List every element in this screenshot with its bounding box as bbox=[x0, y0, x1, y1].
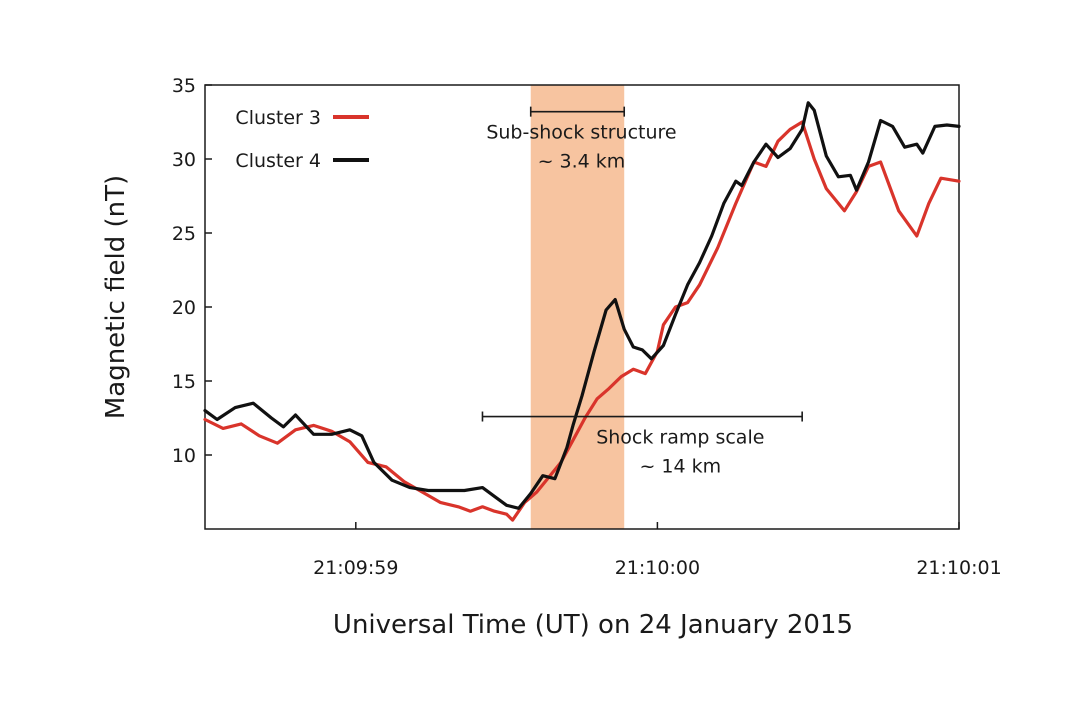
y-tick-label: 30 bbox=[172, 149, 196, 171]
shock-ramp-label-line: ~ 14 km bbox=[639, 456, 721, 478]
y-tick-label: 10 bbox=[172, 445, 196, 467]
sub-shock-label-line: ~ 3.4 km bbox=[538, 151, 626, 173]
shock-ramp-label-line: Shock ramp scale bbox=[596, 427, 764, 449]
y-tick-label: 20 bbox=[172, 297, 196, 319]
y-tick-label: 35 bbox=[172, 75, 196, 97]
legend-label: Cluster 4 bbox=[235, 150, 321, 172]
y-tick-label: 15 bbox=[172, 371, 196, 393]
x-tick-label: 21:10:00 bbox=[615, 557, 700, 579]
series-line-cluster-4 bbox=[203, 101, 961, 510]
series-line-cluster-3 bbox=[203, 120, 961, 522]
series-lines bbox=[203, 101, 961, 522]
x-axis-ticks: 21:09:59 21:10:00 21:10:01 bbox=[313, 522, 1002, 579]
sub-shock-label-line: Sub-shock structure bbox=[486, 122, 676, 144]
annotations: Sub-shock structure ~ 3.4 km Shock ramp sc… bbox=[481, 106, 803, 478]
legend: Cluster 3 Cluster 4 bbox=[235, 107, 369, 172]
y-axis-title: Magnetic field (nT) bbox=[101, 175, 131, 419]
y-axis-ticks: 10 15 20 25 30 35 bbox=[172, 75, 212, 467]
x-axis-title: Universal Time (UT) on 24 January 2015 bbox=[333, 610, 853, 640]
legend-label: Cluster 3 bbox=[235, 107, 321, 129]
y-tick-label: 25 bbox=[172, 223, 196, 245]
x-tick-label: 21:10:01 bbox=[916, 557, 1001, 579]
x-tick-label: 21:09:59 bbox=[313, 557, 398, 579]
